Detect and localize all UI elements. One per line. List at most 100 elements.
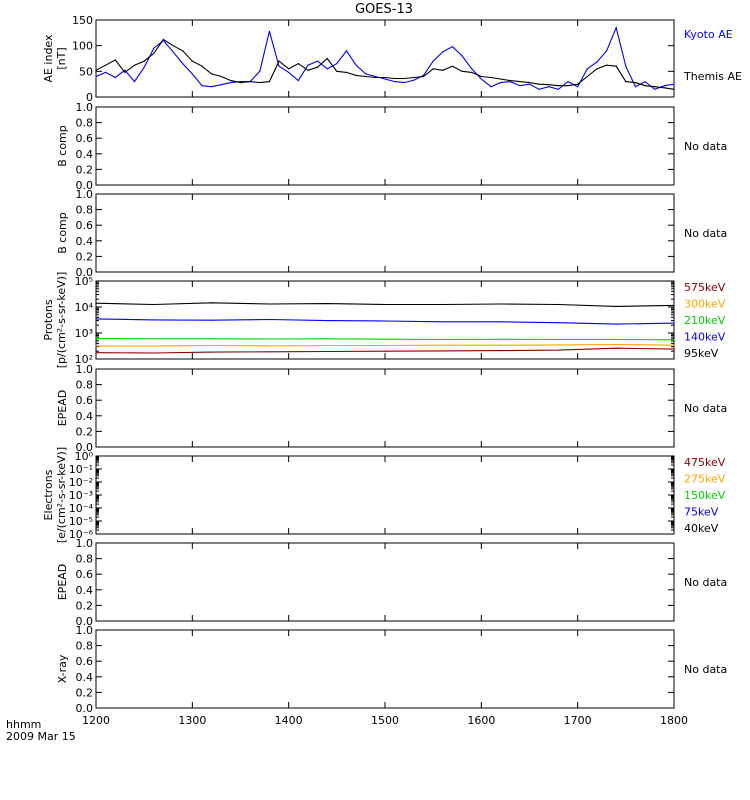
ytick-label-epead2: 0.2 [76,599,94,612]
data-point-ae [230,82,232,84]
data-point-ae [403,77,405,80]
legend-entry-protons: 300keV [684,298,726,311]
data-point-ae [345,71,348,73]
data-point-ae [278,65,280,67]
data-point-protons [95,352,97,354]
ytick-label-protons: 10⁴ [75,301,94,314]
legend-entry-electrons: 40keV [684,522,719,535]
data-point-ae [297,63,299,65]
xtick-label: 1300 [178,714,206,727]
ytick-label-ae: 150 [72,14,93,27]
data-point-ae [259,70,261,72]
data-point-protons [442,303,444,306]
ytick-label-epead1: 0.0 [76,441,94,454]
data-point-ae [124,69,126,71]
data-point-protons [211,319,213,321]
data-point-ae [615,65,617,67]
ytick-label-bcomp2: 0.8 [76,204,94,217]
no-data-label-bcomp2: No data [684,227,727,240]
data-point-ae [673,88,675,90]
data-point-ae [577,83,579,85]
data-point-ae [509,80,511,82]
no-data-label-bcomp1: No data [684,140,727,153]
data-point-protons [557,344,560,346]
data-point-ae [172,45,174,47]
data-point-ae [625,81,627,83]
legend-entry-protons: 575keV [684,281,726,294]
panel-frame-ae [95,19,675,98]
data-point-protons [673,322,675,324]
data-point-protons [95,302,97,304]
legend-entry-ae: Kyoto AE [684,28,733,41]
data-point-protons [268,351,270,353]
data-point-protons [500,303,502,305]
data-point-ae [268,81,270,83]
data-point-protons [153,352,155,354]
ylabel-electrons: Electrons [42,469,55,520]
data-point-ae [567,81,569,83]
data-point-ae [403,82,405,84]
data-point-ae [191,73,193,75]
data-point-ae [336,70,338,72]
data-point-ae [153,52,155,55]
data-point-protons [326,320,328,322]
data-point-ae [220,84,222,86]
data-point-protons [95,345,97,347]
data-point-ae [278,60,280,62]
ytick-label-electrons: 10⁻⁴ [69,502,94,515]
data-point-protons [268,338,270,340]
ytick-label-protons: 10² [75,353,93,366]
ytick-label-ae: 100 [72,40,93,53]
no-data-label-xray: No data [684,663,727,676]
data-point-ae [384,78,386,80]
data-point-protons [557,322,560,324]
data-point-ae [201,85,203,87]
data-point-protons [500,350,502,352]
ytick-label-bcomp1: 0.0 [76,179,94,192]
ytick-label-epead1: 0.2 [76,425,94,438]
ylabel-protons: Protons [42,299,55,340]
data-point-protons [211,338,213,340]
data-point-ae [413,76,415,79]
ytick-label-epead1: 1.0 [76,363,94,376]
data-point-ae [644,81,646,83]
data-point-protons [384,320,386,322]
ytick-label-epead2: 0.6 [76,568,94,581]
ytick-label-bcomp2: 0.2 [76,250,94,263]
data-point-ae [413,79,415,81]
data-point-ae [500,82,502,84]
legend-entry-electrons: 475keV [684,456,726,469]
data-point-protons [615,305,617,307]
ytick-label-epead2: 0.0 [76,615,94,628]
data-point-protons [500,338,502,340]
ytick-label-electrons: 10⁻³ [69,489,93,502]
data-point-ae [374,76,376,79]
data-point-ae [548,84,550,86]
ytick-label-xray: 0.2 [76,686,94,699]
ytick-label-protons: 10³ [75,327,93,340]
data-point-ae [606,64,608,66]
data-point-ae [326,68,328,70]
data-point-ae [201,65,203,67]
ytick-label-bcomp2: 0.4 [76,235,94,248]
data-point-ae [442,51,444,53]
legend-entry-electrons: 275keV [684,473,726,486]
data-point-ae [239,82,242,84]
data-point-protons [673,344,675,346]
ytick-label-epead1: 0.6 [76,394,94,407]
data-point-protons [442,344,444,346]
data-point-protons [500,344,502,346]
xtick-label: 1800 [660,714,688,727]
data-point-ae [211,73,213,75]
data-point-ae [355,64,357,66]
panel-frame-xray [95,629,675,709]
ytick-label-epead1: 0.4 [76,410,94,423]
data-point-ae [143,60,145,62]
data-point-protons [500,321,502,323]
data-point-ae [172,51,174,53]
data-point-ae [394,77,396,80]
data-point-ae [490,76,492,79]
data-point-ae [606,50,608,52]
xaxis-label-date: 2009 Mar 15 [6,730,76,743]
data-point-ae [249,81,251,83]
